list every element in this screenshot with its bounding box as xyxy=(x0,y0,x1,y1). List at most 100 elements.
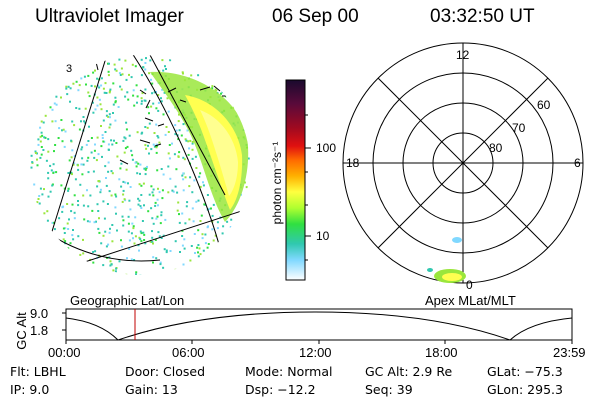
speckle xyxy=(61,140,64,143)
speckle xyxy=(155,146,158,149)
speckle xyxy=(131,63,134,66)
speckle xyxy=(157,231,160,234)
speckle xyxy=(108,256,111,259)
mlt-label-18: 18 xyxy=(346,156,360,170)
speckle xyxy=(86,189,88,192)
speckle xyxy=(193,179,196,182)
speckle xyxy=(97,180,100,183)
speckle xyxy=(122,139,125,142)
speckle xyxy=(105,245,108,248)
speckle xyxy=(112,269,115,272)
speckle xyxy=(199,185,202,188)
speckle xyxy=(80,77,83,80)
speckle xyxy=(53,150,55,153)
speckle xyxy=(173,153,176,156)
speckle xyxy=(151,230,153,233)
speckle xyxy=(137,244,140,247)
speckle xyxy=(119,74,122,76)
speckle xyxy=(44,136,47,139)
auroral-oval-core xyxy=(200,110,238,196)
speckle xyxy=(98,217,100,220)
speckle xyxy=(183,238,186,241)
speckle xyxy=(100,242,103,245)
speckle xyxy=(72,82,75,85)
speckle xyxy=(40,131,43,134)
info-gcalt: GC Alt: 2.9 Re xyxy=(365,364,453,379)
speckle xyxy=(110,170,113,173)
speckle xyxy=(147,210,150,213)
speckle xyxy=(177,201,180,204)
speckle xyxy=(159,222,162,225)
speckle xyxy=(200,214,203,217)
speckle xyxy=(121,73,124,76)
speckle xyxy=(54,144,57,146)
speckle xyxy=(100,108,103,111)
mlat-label-70: 70 xyxy=(512,121,526,135)
speckle xyxy=(140,74,143,77)
speckle xyxy=(163,91,166,94)
speckle xyxy=(79,253,82,256)
speckle xyxy=(104,82,107,85)
speckle xyxy=(101,134,104,137)
speckle xyxy=(122,224,125,227)
speckle xyxy=(216,221,219,224)
speckle xyxy=(107,70,110,73)
speckle xyxy=(150,185,153,188)
speckle xyxy=(191,207,194,210)
speckle xyxy=(79,183,82,186)
speckle xyxy=(186,129,189,132)
speckle xyxy=(150,207,153,210)
speckle xyxy=(51,221,54,224)
speckle xyxy=(38,202,41,205)
speckle xyxy=(67,187,70,190)
speckle xyxy=(75,107,78,109)
speckle xyxy=(139,230,142,233)
speckle xyxy=(66,203,69,205)
apex-label: Apex MLat/MLT xyxy=(425,293,516,308)
speckle xyxy=(174,268,177,271)
speckle xyxy=(124,59,127,62)
polar-emission xyxy=(427,237,466,283)
speckle xyxy=(142,231,145,234)
speckle xyxy=(60,96,62,99)
speckle xyxy=(73,211,76,214)
speckle xyxy=(108,231,111,234)
speckle xyxy=(149,240,152,243)
speckle xyxy=(135,165,138,168)
speckle xyxy=(33,183,36,186)
speckle xyxy=(202,184,205,187)
speckle xyxy=(148,72,151,75)
speckle xyxy=(108,126,111,129)
speckle xyxy=(176,209,179,212)
speckle xyxy=(111,240,114,243)
speckle xyxy=(108,116,111,119)
speckle xyxy=(103,217,106,220)
speckle xyxy=(132,94,135,97)
speckle xyxy=(168,157,171,160)
speckle xyxy=(155,91,157,93)
speckle xyxy=(136,95,139,98)
speckle xyxy=(188,147,191,150)
speckle xyxy=(43,188,45,191)
speckle xyxy=(125,168,128,171)
speckle xyxy=(188,218,191,221)
speckle xyxy=(39,135,42,138)
speckle xyxy=(127,230,130,233)
speckle xyxy=(138,199,141,202)
speckle xyxy=(49,106,52,109)
speckle xyxy=(61,206,64,209)
speckle xyxy=(114,270,117,273)
speckle xyxy=(115,69,118,72)
speckle xyxy=(39,187,42,190)
speckle xyxy=(160,100,163,103)
speckle xyxy=(181,174,184,177)
speckle xyxy=(165,251,168,254)
speckle xyxy=(149,59,152,62)
speckle xyxy=(67,228,70,230)
speckle xyxy=(87,140,90,142)
speckle xyxy=(115,142,118,144)
speckle xyxy=(126,91,129,94)
speckle xyxy=(152,143,155,146)
info-dsp: Dsp: −12.2 xyxy=(245,382,316,397)
